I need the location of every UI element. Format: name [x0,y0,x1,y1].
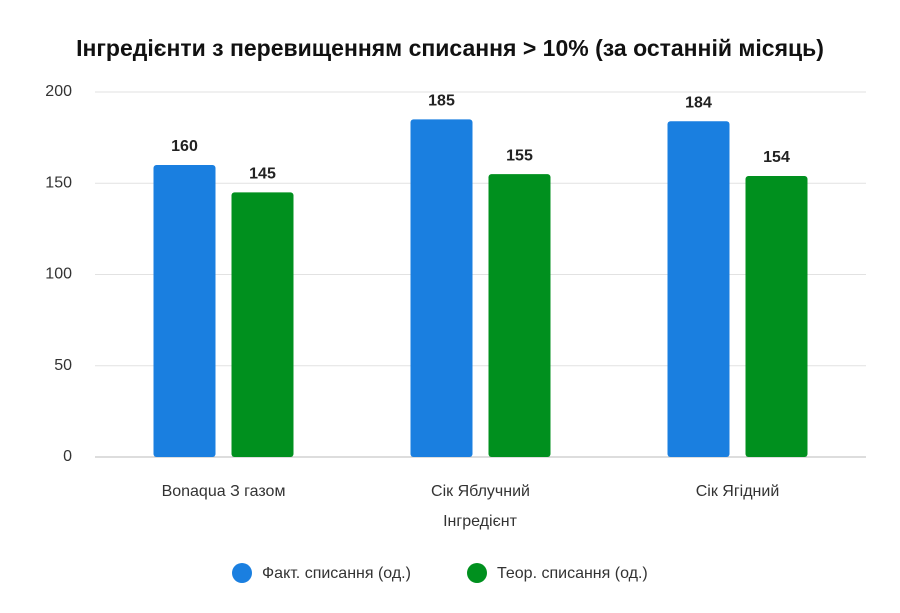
y-tick-label: 50 [54,357,72,374]
bar [153,165,216,457]
y-tick-label: 0 [63,448,72,465]
x-axis-title: Інгредієнт [443,513,517,530]
bar [410,119,473,457]
value-label: 160 [171,138,198,155]
bar [667,121,730,457]
y-tick-label: 100 [45,266,72,283]
bar [488,174,551,457]
chart-title: Інгредієнти з перевищенням списання > 10… [76,35,824,61]
x-tick-label: Bonaqua З газом [162,483,286,500]
value-label: 155 [506,147,533,164]
value-label: 145 [249,166,276,183]
x-tick-label: Сік Ягідний [696,483,780,500]
legend-label: Теор. списання (од.) [497,565,648,582]
legend-swatch [232,563,252,583]
legend-label: Факт. списання (од.) [262,565,411,582]
value-label: 184 [685,94,712,111]
x-tick-label: Сік Яблучний [431,483,530,500]
bar [745,175,808,457]
y-tick-label: 150 [45,174,72,191]
y-tick-label: 200 [45,83,72,100]
bar [231,192,294,457]
legend-swatch [467,563,487,583]
value-label: 154 [763,149,790,166]
value-label: 185 [428,93,455,110]
